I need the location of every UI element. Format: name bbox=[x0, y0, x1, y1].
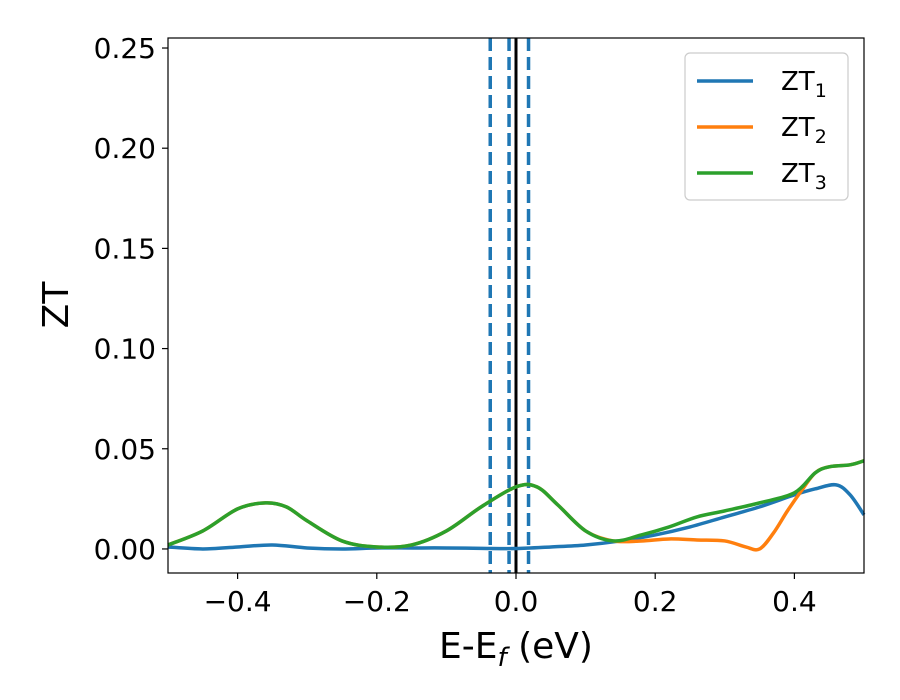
y-tick-label: 0.05 bbox=[94, 433, 156, 466]
legend-label-zt3: ZT3 bbox=[781, 159, 827, 194]
legend: ZT1 ZT2 ZT3 bbox=[684, 52, 849, 201]
y-tick-label: 0.25 bbox=[94, 32, 156, 65]
x-tick-label: −0.2 bbox=[343, 585, 411, 618]
series-lines bbox=[167, 459, 866, 552]
x-tick-label: −0.4 bbox=[204, 585, 272, 618]
legend-label-zt1: ZT1 bbox=[781, 67, 827, 102]
y-tick-label: 0.20 bbox=[94, 132, 156, 165]
x-tick-label: 0.0 bbox=[494, 585, 539, 618]
series-line-zt3 bbox=[167, 459, 865, 550]
y-axis-title: ZT bbox=[36, 281, 77, 329]
x-axis-title: E-Ef (eV) bbox=[439, 626, 593, 673]
legend-box bbox=[684, 52, 849, 201]
x-tick-label: 0.2 bbox=[633, 585, 678, 618]
y-axis: 0.00 0.05 0.10 0.15 0.20 0.25 bbox=[94, 32, 168, 566]
y-tick-label: 0.00 bbox=[94, 533, 156, 566]
y-tick-label: 0.15 bbox=[94, 232, 156, 265]
x-tick-label: 0.4 bbox=[772, 585, 817, 618]
y-tick-label: 0.10 bbox=[94, 333, 156, 366]
x-axis: −0.4 −0.2 0.0 0.2 0.4 bbox=[204, 573, 817, 618]
legend-label-zt2: ZT2 bbox=[781, 113, 827, 148]
